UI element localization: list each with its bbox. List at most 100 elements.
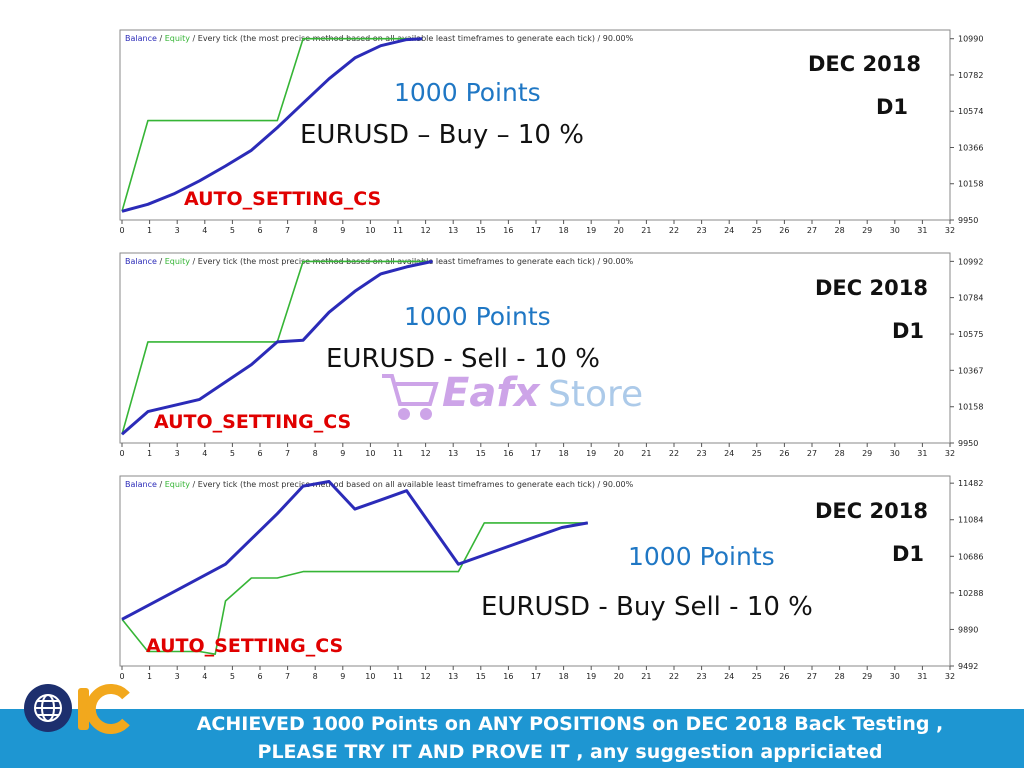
- x-tick-label: 24: [724, 226, 734, 235]
- x-tick-label: 8: [313, 449, 318, 458]
- x-tick-label: 22: [669, 449, 679, 458]
- x-tick-label: 25: [752, 449, 762, 458]
- x-tick-label: 9: [340, 449, 345, 458]
- header-balance: Balance: [125, 34, 157, 43]
- x-tick-label: 23: [697, 449, 707, 458]
- x-tick-label: 19: [586, 672, 596, 681]
- y-tick-label: 11084: [958, 516, 983, 525]
- chart-panel-sell: Balance / Equity / Every tick (the most …: [119, 252, 983, 458]
- x-tick-label: 26: [779, 672, 789, 681]
- x-tick-label: 16: [503, 672, 513, 681]
- x-tick-label: 30: [890, 449, 900, 458]
- y-tick-label: 10367: [958, 366, 983, 375]
- x-tick-label: 17: [531, 449, 541, 458]
- series-equity-line: [121, 522, 588, 655]
- x-tick-label: 7: [285, 672, 290, 681]
- x-tick-label: 12: [421, 449, 431, 458]
- x-tick-label: 11: [393, 226, 403, 235]
- x-tick-label: 9: [340, 672, 345, 681]
- y-tick-label: 10575: [958, 330, 983, 339]
- points-label-1: 1000 Points: [394, 78, 541, 107]
- x-tick-label: 18: [559, 226, 569, 235]
- x-tick-label: 7: [285, 226, 290, 235]
- y-tick-label: 10288: [958, 589, 983, 598]
- brand-logo: [24, 684, 130, 734]
- y-tick-label: 9950: [958, 439, 978, 448]
- x-tick-label: 32: [945, 449, 955, 458]
- x-tick-label: 3: [175, 672, 180, 681]
- x-tick-label: 23: [697, 672, 707, 681]
- chart-panel-buy: Balance / Equity / Every tick (the most …: [119, 29, 983, 235]
- y-tick-label: 9950: [958, 216, 978, 225]
- x-tick-label: 22: [669, 672, 679, 681]
- pair-label-2: EURUSD - Sell - 10 %: [326, 344, 600, 374]
- x-tick-label: 32: [945, 226, 955, 235]
- x-tick-label: 5: [230, 672, 235, 681]
- y-tick-label: 10158: [958, 180, 983, 189]
- x-tick-label: 21: [641, 672, 651, 681]
- timeframe-label-1: D1: [876, 95, 909, 119]
- x-tick-label: 9: [340, 226, 345, 235]
- y-tick-label: 10992: [958, 257, 983, 266]
- y-tick-label: 9890: [958, 625, 978, 634]
- x-tick-label: 26: [779, 449, 789, 458]
- header-sep: /: [157, 257, 165, 266]
- header-equity: Equity: [165, 34, 191, 43]
- x-tick-label: 32: [945, 672, 955, 681]
- header-rest: / Every tick (the most precise method ba…: [190, 480, 634, 489]
- x-tick-label: 12: [421, 672, 431, 681]
- x-tick-label: 17: [531, 226, 541, 235]
- x-tick-label: 18: [559, 672, 569, 681]
- x-tick-label: 15: [476, 449, 486, 458]
- x-tick-label: 20: [614, 449, 624, 458]
- header-sep: /: [157, 34, 165, 43]
- period-label-1: DEC 2018: [808, 52, 921, 76]
- x-tick-label: 21: [641, 226, 651, 235]
- x-tick-label: 22: [669, 226, 679, 235]
- pair-label-1: EURUSD – Buy – 10 %: [300, 120, 584, 150]
- x-tick-label: 13: [448, 672, 458, 681]
- x-tick-label: 18: [559, 449, 569, 458]
- y-tick-label: 10782: [958, 71, 983, 80]
- x-tick-label: 26: [779, 226, 789, 235]
- header-sep: /: [157, 480, 165, 489]
- x-tick-label: 31: [917, 449, 927, 458]
- footer-banner: ACHIEVED 1000 Points on ANY POSITIONS on…: [0, 709, 1024, 768]
- plot-frame: [119, 29, 951, 221]
- series-balance-line: [121, 259, 433, 436]
- x-tick-label: 1: [147, 449, 152, 458]
- x-tick-label: 28: [835, 449, 845, 458]
- x-tick-label: 27: [807, 449, 817, 458]
- x-tick-label: 21: [641, 449, 651, 458]
- x-tick-label: 12: [421, 226, 431, 235]
- x-tick-label: 6: [257, 672, 262, 681]
- header-balance: Balance: [125, 480, 157, 489]
- x-tick-label: 29: [862, 672, 872, 681]
- x-tick-label: 19: [586, 226, 596, 235]
- series-balance-line: [121, 37, 423, 213]
- x-tick-label: 7: [285, 449, 290, 458]
- x-tick-label: 0: [119, 449, 124, 458]
- y-tick-label: 11482: [958, 479, 983, 488]
- chart-svg-sell: Balance / Equity / Every tick (the most …: [119, 252, 983, 458]
- x-tick-label: 30: [890, 226, 900, 235]
- y-tick-label: 10574: [958, 107, 983, 116]
- y-tick-label: 10366: [958, 143, 983, 152]
- x-tick-label: 28: [835, 226, 845, 235]
- x-tick-label: 1: [147, 226, 152, 235]
- x-tick-label: 6: [257, 449, 262, 458]
- x-tick-label: 3: [175, 449, 180, 458]
- x-tick-label: 31: [917, 226, 927, 235]
- y-tick-label: 10158: [958, 403, 983, 412]
- x-tick-label: 27: [807, 226, 817, 235]
- x-tick-label: 10: [365, 672, 375, 681]
- plot-frame: [119, 475, 951, 667]
- x-tick-label: 16: [503, 226, 513, 235]
- x-tick-label: 4: [202, 672, 207, 681]
- x-tick-label: 15: [476, 672, 486, 681]
- globe-icon: [34, 694, 62, 722]
- x-tick-label: 20: [614, 226, 624, 235]
- cart-icon: [382, 374, 439, 420]
- x-tick-label: 10: [365, 449, 375, 458]
- header-balance: Balance: [125, 257, 157, 266]
